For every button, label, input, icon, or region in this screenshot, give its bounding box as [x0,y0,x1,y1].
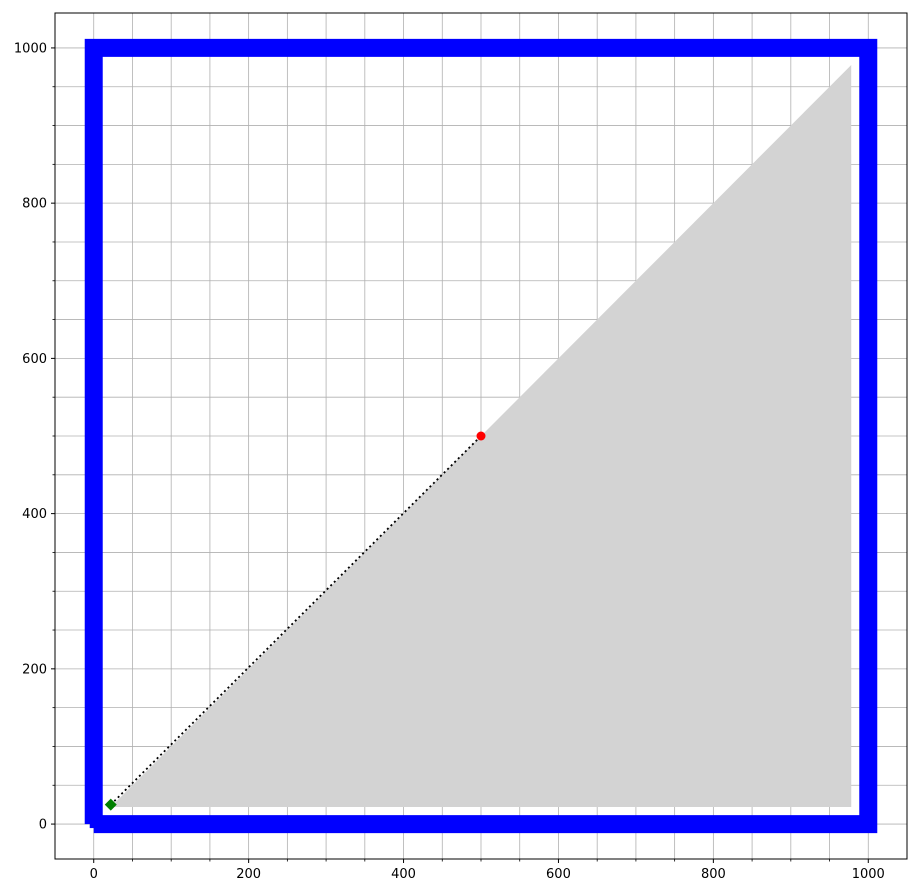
y-tick-label: 1000 [14,41,47,56]
dotted-segment [110,435,482,806]
x-tick-label: 400 [391,867,416,882]
marker-layer [89,431,486,829]
boundary-vertex [865,45,871,51]
y-tick-label: 0 [39,818,47,833]
y-tick-label: 400 [22,507,47,522]
diamond-marker [104,798,117,811]
y-tick-label: 800 [22,197,47,212]
start-marker [89,820,98,829]
x-tick-label: 0 [90,867,98,882]
x-tick-label: 1000 [852,867,885,882]
y-tick-label: 200 [22,662,47,677]
x-tick-label: 800 [701,867,726,882]
x-tick-label: 200 [236,867,261,882]
y-tick-label: 600 [22,352,47,367]
boundary-vertex [865,821,871,827]
center-marker [476,431,486,441]
ticks: 0 200 400 600 800 1000 0 200 400 600 800 1000 [14,41,885,882]
x-tick-label: 600 [546,867,571,882]
boundary-vertex [91,45,97,51]
